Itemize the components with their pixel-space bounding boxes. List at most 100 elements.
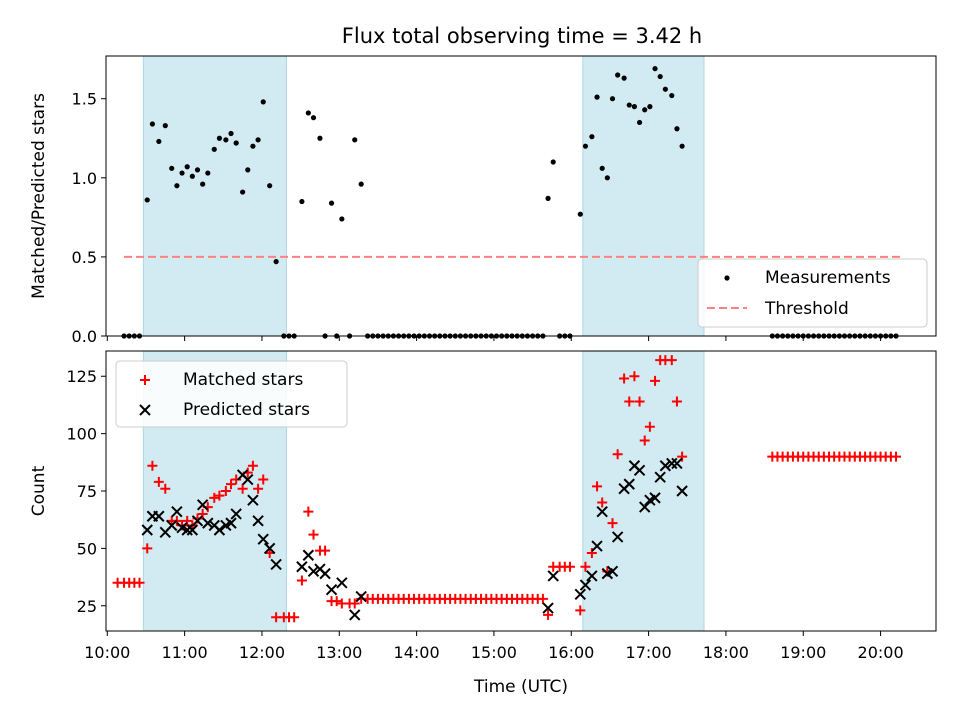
y-axis-label: Matched/Predicted stars xyxy=(29,93,49,299)
matched-star-point xyxy=(308,529,319,540)
measurement-point xyxy=(674,126,680,132)
figure-title: Flux total observing time = 3.42 h xyxy=(342,24,702,48)
measurement-point xyxy=(310,115,317,121)
measurement-point xyxy=(642,107,648,113)
measurement-point xyxy=(545,195,551,201)
matched-star-point xyxy=(607,518,618,529)
matched-star-point xyxy=(320,545,331,556)
x-tick-label: 13:00 xyxy=(316,643,362,662)
measurement-point xyxy=(194,167,201,173)
matched-star-point xyxy=(253,483,264,494)
measurement-point xyxy=(669,92,675,99)
y-tick-label: 0.0 xyxy=(72,327,97,346)
legend-threshold-label: Threshold xyxy=(764,299,849,319)
measurement-point xyxy=(352,137,358,143)
measurement-point xyxy=(223,137,229,143)
legend-measurements-label: Measurements xyxy=(765,268,891,288)
legend-box xyxy=(115,360,348,428)
series-measurements xyxy=(121,66,899,339)
matched-star-point xyxy=(331,596,342,607)
measurement-point xyxy=(577,211,583,217)
predicted-star-point xyxy=(252,515,264,527)
x-tick-label: 19:00 xyxy=(780,643,826,662)
matched-star-point xyxy=(220,486,231,496)
predicted-star-point xyxy=(181,524,193,536)
matched-star-point xyxy=(237,483,248,494)
predicted-star-point xyxy=(542,602,554,614)
predicted-star-point xyxy=(270,558,282,571)
legend-measurements-marker xyxy=(724,275,730,281)
matched-star-point xyxy=(247,460,258,471)
x-tick-label: 15:00 xyxy=(471,643,517,662)
measurement-point xyxy=(255,137,261,143)
y-tick-label: 1.0 xyxy=(72,169,97,188)
predicted-star-point xyxy=(349,609,361,621)
measurement-point xyxy=(299,198,305,205)
matched-star-point xyxy=(629,371,640,382)
matched-star-point xyxy=(666,355,677,366)
predicted-star-point xyxy=(307,565,320,578)
matched-star-point xyxy=(597,497,608,508)
measurement-point xyxy=(260,99,266,105)
matched-star-point xyxy=(586,547,597,558)
legend-matched-label: Matched stars xyxy=(183,370,303,390)
predicted-star-point xyxy=(319,567,331,580)
predicted-star-point xyxy=(153,510,165,522)
measurement-point xyxy=(267,183,273,189)
predicted-star-point xyxy=(247,494,259,506)
measurement-point xyxy=(609,96,616,102)
matched-star-point xyxy=(624,396,635,407)
predicted-star-point xyxy=(659,460,672,472)
predicted-star-point xyxy=(633,464,646,477)
matched-star-point xyxy=(209,492,220,503)
matched-star-point xyxy=(142,543,153,554)
predicted-star-point xyxy=(302,549,315,561)
predicted-star-point xyxy=(186,524,199,536)
y-tick-label: 50 xyxy=(77,539,97,558)
predicted-star-point xyxy=(591,540,603,552)
predicted-star-point xyxy=(579,579,592,591)
matched-star-point xyxy=(147,460,158,471)
predicted-star-point xyxy=(257,533,269,545)
x-tick-label: 20:00 xyxy=(858,643,904,662)
predicted-star-point xyxy=(213,524,226,536)
legend-bottom: Matched stars Predicted stars xyxy=(115,360,348,428)
axes-frame xyxy=(105,55,937,337)
matched-star-point xyxy=(671,396,682,407)
matched-star-point xyxy=(349,598,360,609)
measurement-point xyxy=(631,104,638,110)
predicted-star-point xyxy=(606,565,619,578)
predicted-star-point xyxy=(325,583,338,596)
bottom-panel: 25 50 75 100 125 10:00 11:00 12:00 13:00 14:00 15:… xyxy=(29,350,937,697)
predicted-star-point xyxy=(166,519,178,532)
legend-matched-marker xyxy=(140,375,150,385)
measurement-point xyxy=(550,159,556,165)
predicted-star-point xyxy=(666,457,678,470)
predicted-star-point xyxy=(649,492,661,504)
measurement-point xyxy=(200,181,206,187)
matched-star-point xyxy=(619,373,630,384)
matched-star-point xyxy=(650,375,661,386)
matched-star-point xyxy=(303,506,314,517)
matched-star-point xyxy=(296,575,307,586)
measurement-point xyxy=(179,170,185,176)
measurement-point xyxy=(589,134,595,140)
measurement-point xyxy=(305,110,311,116)
legend-predicted-label: Predicted stars xyxy=(183,400,310,420)
measurement-point xyxy=(328,200,335,206)
y-tick-label: 1.5 xyxy=(72,90,97,109)
matched-star-point xyxy=(537,593,548,604)
predicted-star-point xyxy=(225,517,237,529)
measurement-point xyxy=(615,72,621,78)
legend-top: Measurements Threshold xyxy=(697,258,928,328)
y-tick-label: 25 xyxy=(77,597,97,616)
predicted-star-point xyxy=(547,570,559,582)
predicted-star-point xyxy=(574,588,586,600)
predicted-star-point xyxy=(196,499,209,511)
measurement-point xyxy=(250,143,256,149)
predicted-star-point xyxy=(230,508,242,520)
matched-star-point xyxy=(612,449,623,460)
y-tick-label: 75 xyxy=(77,482,97,501)
measurement-point xyxy=(339,216,345,222)
measurement-point xyxy=(652,66,658,72)
